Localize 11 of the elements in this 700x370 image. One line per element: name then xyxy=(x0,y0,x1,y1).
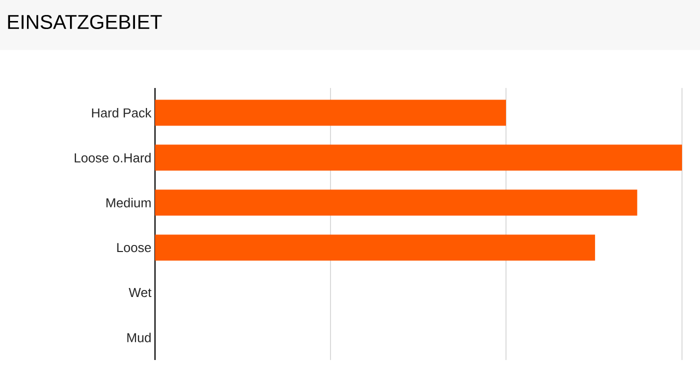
bar xyxy=(155,234,596,261)
bar xyxy=(155,144,682,171)
chart-title: EINSATZGEBIET xyxy=(8,14,162,30)
y-tick-label: Wet xyxy=(128,288,152,298)
y-tick-label: Loose o.Hard xyxy=(74,152,151,162)
bar xyxy=(155,190,638,216)
y-tick-label: Hard Pack xyxy=(92,108,152,118)
bar xyxy=(155,100,506,126)
y-tick-label: Medium xyxy=(106,198,151,208)
y-tick-label: Loose xyxy=(117,243,151,252)
y-tick-label: Mud xyxy=(127,332,151,342)
